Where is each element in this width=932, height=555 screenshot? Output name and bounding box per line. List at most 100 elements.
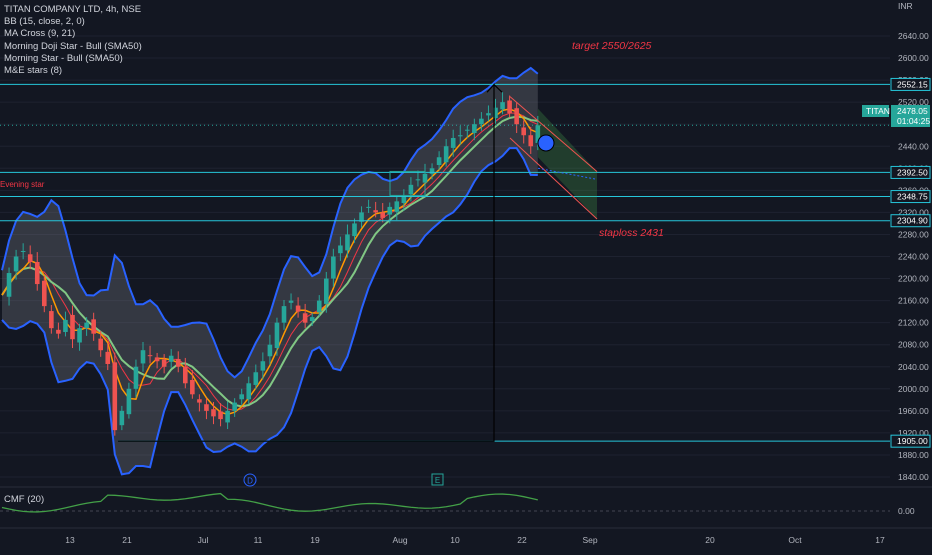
legend-indicator-me-stars[interactable]: M&E stars (8): [4, 65, 63, 77]
candle-body: [274, 322, 280, 349]
level-price-tag: 2392.50: [890, 165, 931, 179]
time-axis-tick: Oct: [788, 535, 802, 545]
marker-e: E: [431, 473, 444, 486]
candle: [528, 126, 534, 154]
evening-star-annotation: Evening star: [0, 180, 45, 189]
candle-body: [112, 362, 118, 431]
level-tag-box: [890, 190, 931, 204]
candle-body: [98, 338, 103, 351]
candle: [232, 398, 237, 417]
time-axis-tick: 17: [875, 535, 885, 545]
candle-body: [119, 410, 125, 426]
candle-body: [211, 409, 216, 417]
candle: [472, 118, 477, 141]
candle: [133, 359, 139, 398]
channel-lower: [509, 137, 598, 220]
candle: [105, 343, 111, 371]
price-axis-tick: 2240.00: [898, 252, 929, 262]
candle: [521, 120, 526, 144]
candle-body: [535, 125, 541, 143]
level-tag-label: 2304.90: [897, 216, 928, 226]
candle: [309, 312, 315, 326]
candle-body: [450, 137, 456, 148]
candle-body: [338, 245, 343, 254]
time-axis-tick: 20: [705, 535, 715, 545]
legend-indicator-bb[interactable]: BB (15, close, 2, 0): [4, 16, 85, 28]
candle: [493, 98, 498, 124]
target-annotation: target 2550/2625: [572, 40, 652, 52]
last-price-value: 2478.05: [897, 106, 928, 116]
level-tag-label: 1905.00: [897, 436, 928, 446]
candle: [147, 345, 153, 364]
level-tag-box: [890, 434, 931, 448]
candle-body: [521, 127, 526, 136]
candle: [56, 322, 61, 339]
candle-body: [49, 311, 54, 329]
candle-body: [91, 319, 96, 334]
candle: [183, 357, 188, 389]
candle-body: [126, 388, 132, 415]
time-axis-tick: 22: [517, 535, 527, 545]
candle-body: [302, 313, 308, 323]
candle: [274, 317, 280, 356]
candle-body: [232, 402, 237, 411]
candles: [6, 92, 541, 436]
candle-body: [443, 146, 449, 163]
candle: [63, 311, 68, 337]
cmf-legend[interactable]: CMF (20): [4, 494, 45, 505]
candle: [324, 271, 329, 313]
candle: [190, 370, 195, 399]
candle: [338, 236, 343, 261]
candle-body: [500, 102, 505, 110]
candle-body: [190, 379, 195, 395]
candle: [211, 402, 216, 425]
candle: [225, 401, 230, 430]
level-price-tag: 2348.75: [890, 190, 931, 204]
candle: [408, 177, 414, 202]
legend-indicator-morning-doji[interactable]: Morning Doji Star - Bull (SMA50): [4, 40, 142, 52]
candle: [239, 388, 244, 405]
candle-body: [295, 305, 301, 312]
cmf-axis-tick: 0.00: [898, 506, 915, 516]
legend-indicator-morning-star[interactable]: Morning Star - Bull (SMA50): [4, 52, 123, 64]
candle: [267, 334, 273, 365]
price-axis-tick: 2120.00: [898, 318, 929, 328]
candle: [465, 125, 470, 138]
price-axis-tick: 2440.00: [898, 141, 929, 151]
candle: [154, 352, 160, 369]
currency-label: INR: [898, 1, 913, 11]
candle: [197, 394, 202, 412]
candle: [175, 351, 181, 373]
price-axis-tick: 1880.00: [898, 450, 929, 460]
candle: [380, 203, 385, 223]
level-tag-label: 2348.75: [897, 192, 928, 202]
candle: [161, 354, 167, 374]
time-axis-tick: Jul: [198, 535, 209, 545]
bollinger-upper-line: [1, 66, 539, 379]
candle: [316, 295, 322, 317]
candle: [457, 125, 463, 145]
candle-body: [6, 273, 12, 297]
candle: [246, 376, 252, 405]
candle: [253, 364, 259, 390]
level-price-tag: 1905.00: [890, 434, 931, 448]
candle: [34, 252, 40, 291]
channel-fill: [538, 108, 597, 220]
legend-symbol[interactable]: TITAN COMPANY LTD, 4h, NSE: [4, 4, 142, 15]
legend-indicator-ma-cross[interactable]: MA Cross (9, 21): [4, 28, 76, 40]
candle-body: [281, 306, 287, 323]
symbol-tag-label: TITAN: [866, 106, 890, 116]
candle: [507, 95, 512, 118]
price-axis-tick: 2320.00: [898, 207, 929, 217]
marker-d-label: D: [247, 477, 253, 486]
price-axis-tick: 2200.00: [898, 274, 929, 284]
price-axis-tick: 2280.00: [898, 229, 929, 239]
candle: [415, 170, 421, 187]
candle-body: [246, 383, 252, 400]
grid-lines: [0, 35, 890, 478]
candle: [218, 403, 223, 427]
candle: [288, 293, 294, 310]
